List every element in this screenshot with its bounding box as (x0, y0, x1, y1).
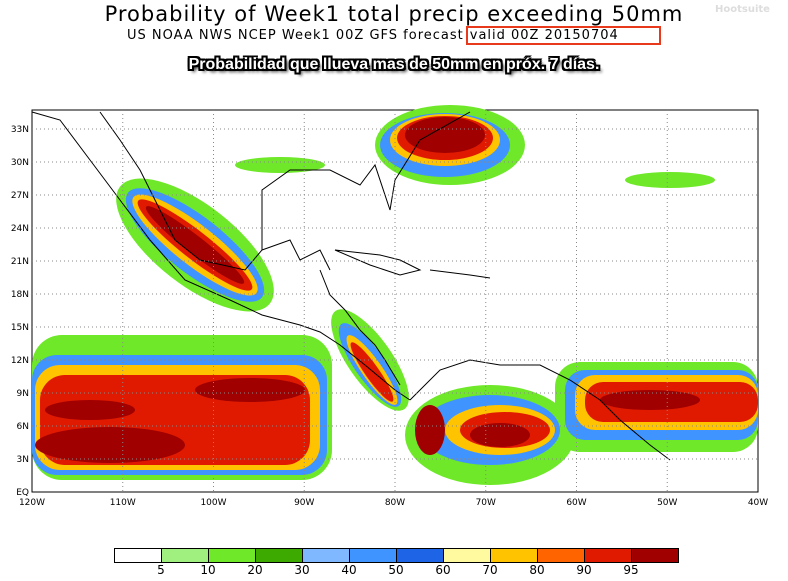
legend-swatch (444, 549, 491, 562)
legend-tick: 50 (388, 563, 404, 577)
lon-label: 90W (294, 498, 314, 508)
valid-date-highlight: valid 00Z 20150704 (465, 26, 661, 45)
lat-label: 33N (11, 125, 29, 135)
color-legend (114, 548, 679, 563)
chart-subtitle: US NOAA NWS NCEP Week1 00Z GFS forecast v… (127, 26, 661, 45)
lat-label: 9N (17, 389, 29, 399)
legend-tick: 5 (157, 563, 165, 577)
lat-label: 30N (11, 158, 29, 168)
legend-swatch (115, 549, 162, 562)
legend-tick: 90 (576, 563, 592, 577)
legend-swatch (162, 549, 209, 562)
lat-label: 15N (11, 323, 29, 333)
legend-swatch (397, 549, 444, 562)
legend-swatch (632, 549, 678, 562)
lat-label: 3N (17, 455, 29, 465)
legend-swatch (303, 549, 350, 562)
legend-tick: 95 (623, 563, 639, 577)
lat-label: 24N (11, 224, 29, 234)
spanish-caption: Probabilidad que llueva mas de 50mm en p… (188, 56, 600, 73)
legend-tick: 10 (200, 563, 216, 577)
lon-label: 50W (657, 498, 677, 508)
legend-swatch (350, 549, 397, 562)
legend-tick: 80 (529, 563, 545, 577)
lat-label: 18N (11, 290, 29, 300)
legend-swatch (256, 549, 303, 562)
legend-tick: 70 (482, 563, 498, 577)
lat-label: EQ (16, 488, 29, 498)
legend-tick: 60 (435, 563, 451, 577)
grid (32, 110, 758, 492)
legend-swatch (491, 549, 538, 562)
lon-label: 80W (385, 498, 405, 508)
lon-label: 120W (19, 498, 45, 508)
lon-label: 100W (200, 498, 226, 508)
coastlines (31, 111, 671, 461)
legend-swatch (585, 549, 632, 562)
lon-label: 70W (476, 498, 496, 508)
lat-label: 21N (11, 257, 29, 267)
precip-probability-map: 120W 110W 100W 90W 80W 70W 60W 50W 40W EQ 3N 6N 9N 12… (11, 105, 768, 508)
lat-label: 6N (17, 422, 29, 432)
hootsuite-watermark: Hootsuite (715, 4, 770, 15)
lat-label: 27N (11, 191, 29, 201)
legend-tick: 30 (294, 563, 310, 577)
legend-tick: 40 (341, 563, 357, 577)
lon-label: 60W (566, 498, 586, 508)
lat-label: 12N (11, 356, 29, 366)
legend-swatch (209, 549, 256, 562)
lon-label: 110W (110, 498, 136, 508)
chart-title: Probability of Week1 total precip exceed… (104, 2, 684, 26)
source-text: US NOAA NWS NCEP Week1 00Z GFS forecast (127, 28, 464, 43)
legend-swatch (538, 549, 585, 562)
legend-tick: 20 (247, 563, 263, 577)
lon-label: 40W (748, 498, 768, 508)
